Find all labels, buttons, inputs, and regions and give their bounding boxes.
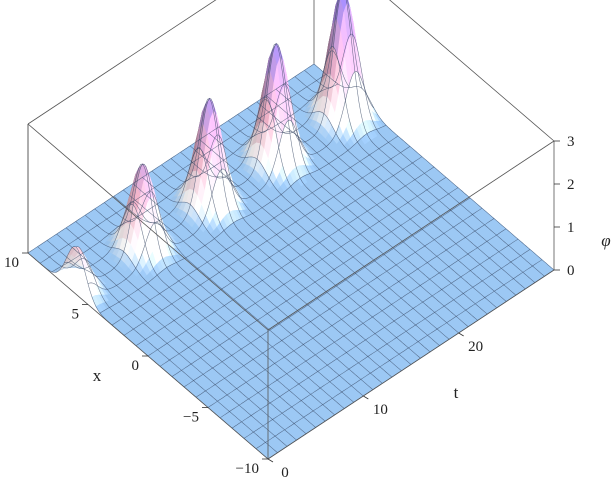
box-edge xyxy=(27,0,217,125)
surface xyxy=(27,0,555,460)
box-edge xyxy=(389,0,555,142)
